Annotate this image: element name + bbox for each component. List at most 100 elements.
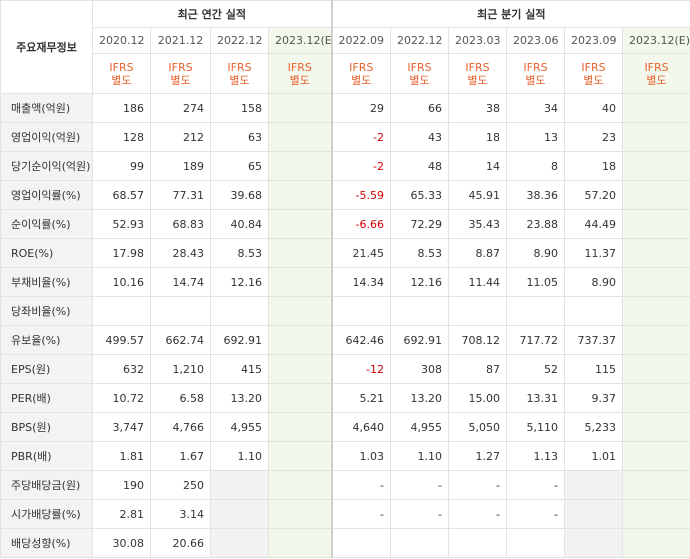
value-cell	[622, 354, 690, 384]
value-cell	[210, 499, 269, 529]
accounting-standard-label: IFRS	[227, 60, 252, 74]
value-cell	[267, 354, 333, 384]
value-cell	[267, 151, 333, 181]
value-cell: 29	[330, 93, 392, 123]
value-cell: 499.57	[92, 325, 151, 355]
value-cell: 642.46	[330, 325, 392, 355]
period-header: 2022.12	[210, 27, 269, 54]
value-cell: 8.53	[210, 238, 269, 268]
row-label: 매출액(억원)	[0, 93, 93, 123]
value-cell: 5,233	[564, 412, 624, 442]
value-cell: 8.90	[564, 267, 624, 297]
statement-type-label: 별도	[525, 73, 546, 87]
value-cell: 8.53	[390, 238, 450, 268]
row-label: 당좌비율(%)	[0, 296, 93, 326]
value-cell: 18	[448, 122, 508, 152]
period-header: 2023.06	[506, 27, 566, 54]
value-cell: 415	[210, 354, 269, 384]
value-cell	[267, 93, 333, 123]
value-cell: 35.43	[448, 209, 508, 239]
value-cell: -2	[330, 151, 392, 181]
value-cell	[210, 528, 269, 558]
value-cell: 737.37	[564, 325, 624, 355]
value-cell	[330, 296, 392, 326]
value-cell: 717.72	[506, 325, 566, 355]
value-cell: 14.74	[150, 267, 211, 297]
table-row: 영업이익(억원) 128 212 63 -2 43 18 13 23	[0, 122, 690, 152]
annual-section-title: 최근 연간 실적	[91, 0, 333, 28]
accounting-standard-label: IFRS	[168, 60, 193, 74]
table-row: 당기순이익(억원) 99 189 65 -2 48 14 8 18	[0, 151, 690, 181]
accounting-standard-label: IFRS	[644, 60, 669, 74]
value-cell: 20.66	[150, 528, 211, 558]
row-label: 유보율(%)	[0, 325, 93, 355]
value-cell: 48	[390, 151, 450, 181]
value-cell	[267, 238, 333, 268]
table-row: 당좌비율(%)	[0, 296, 690, 326]
accounting-standard: IFRS 별도	[622, 53, 690, 94]
value-cell: 23.88	[506, 209, 566, 239]
value-cell: 212	[150, 122, 211, 152]
value-cell	[448, 528, 508, 558]
statement-type-label: 별도	[289, 73, 310, 87]
value-cell: 10.72	[92, 383, 151, 413]
table-row: BPS(원) 3,747 4,766 4,955 4,640 4,955 5,050 5,11…	[0, 412, 690, 442]
value-cell: 57.20	[564, 180, 624, 210]
value-cell: 308	[390, 354, 450, 384]
value-cell: 9.37	[564, 383, 624, 413]
value-cell: 274	[150, 93, 211, 123]
statement-type-label: 별도	[467, 73, 488, 87]
row-label: 배당성향(%)	[0, 528, 93, 558]
value-cell: 11.05	[506, 267, 566, 297]
value-cell: 14.34	[330, 267, 392, 297]
accounting-standard: IFRS 별도	[330, 53, 392, 94]
value-cell: -	[390, 499, 450, 529]
value-cell: -	[448, 470, 508, 500]
value-cell: 1,210	[150, 354, 211, 384]
row-label: PBR(배)	[0, 441, 93, 471]
value-cell: 68.83	[150, 209, 211, 239]
row-label: PER(배)	[0, 383, 93, 413]
table-row: PBR(배) 1.81 1.67 1.10 1.03 1.10 1.27 1.13 1.01	[0, 441, 690, 471]
accounting-standard-label: IFRS	[109, 60, 134, 74]
value-cell	[210, 470, 269, 500]
value-cell: -	[390, 470, 450, 500]
value-cell: 40.84	[210, 209, 269, 239]
value-cell	[92, 296, 151, 326]
statement-type-label: 별도	[229, 73, 250, 87]
accounting-standard-label: IFRS	[407, 60, 432, 74]
value-cell	[267, 180, 333, 210]
value-cell	[622, 296, 690, 326]
value-cell: 5,050	[448, 412, 508, 442]
statement-type-label: 별도	[646, 73, 667, 87]
row-label: 부채비율(%)	[0, 267, 93, 297]
statement-type-label: 별도	[111, 73, 132, 87]
value-cell: 30.08	[92, 528, 151, 558]
table-row: 매출액(억원) 186 274 158 29 66 38 34 40	[0, 93, 690, 123]
value-cell	[267, 122, 333, 152]
value-cell: 632	[92, 354, 151, 384]
row-label: 당기순이익(억원)	[0, 151, 93, 181]
value-cell	[448, 296, 508, 326]
value-cell: 14	[448, 151, 508, 181]
value-cell: 3,747	[92, 412, 151, 442]
value-cell	[622, 528, 690, 558]
value-cell	[622, 499, 690, 529]
value-cell	[622, 267, 690, 297]
value-cell	[506, 528, 566, 558]
table-row: EPS(원) 632 1,210 415 -12 308 87 52 115	[0, 354, 690, 384]
period-header: 2021.12	[150, 27, 211, 54]
value-cell	[150, 296, 211, 326]
table-row: 유보율(%) 499.57 662.74 692.91 642.46 692.91 708.…	[0, 325, 690, 355]
value-cell: 662.74	[150, 325, 211, 355]
value-cell	[267, 441, 333, 471]
value-cell	[267, 267, 333, 297]
table-row: PER(배) 10.72 6.58 13.20 5.21 13.20 15.00 13.31 9…	[0, 383, 690, 413]
value-cell: 28.43	[150, 238, 211, 268]
value-cell	[622, 325, 690, 355]
value-cell: 1.67	[150, 441, 211, 471]
value-cell	[267, 296, 333, 326]
statement-type-label: 별도	[583, 73, 604, 87]
value-cell: 11.44	[448, 267, 508, 297]
row-header-title: 주요재무정보	[0, 0, 93, 94]
